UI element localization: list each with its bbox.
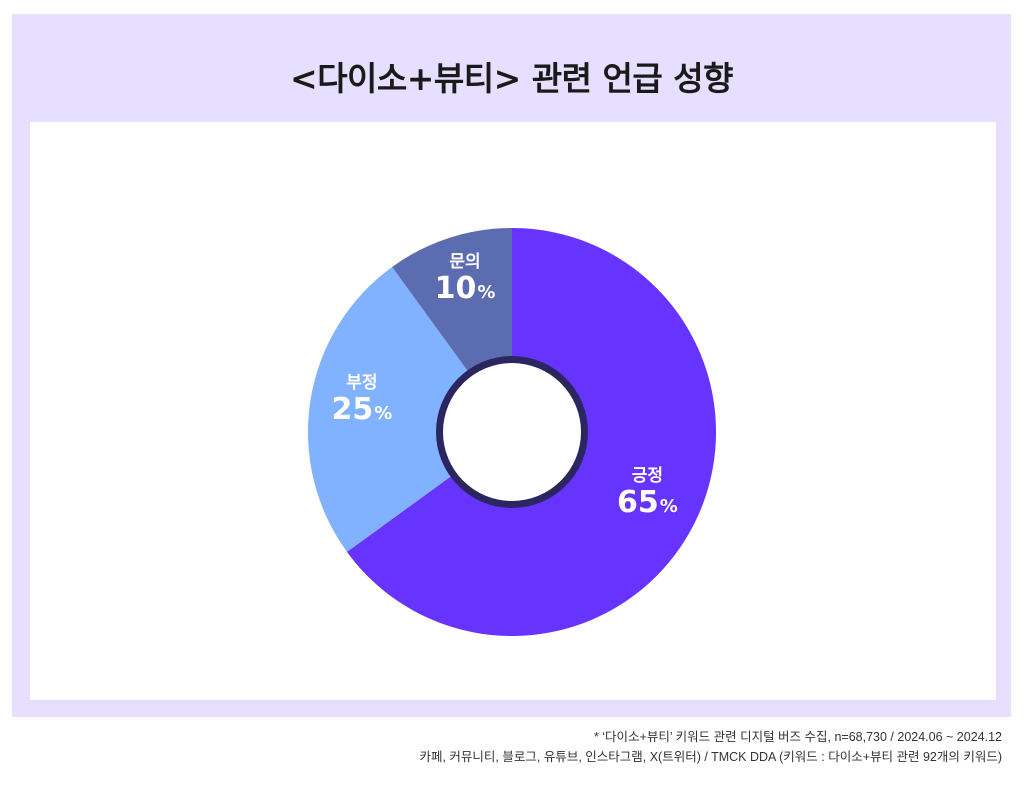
chart-panel: 긍정 65% 부정 25% 문의 10% [30,122,996,700]
chart-title: <다이소+뷰티> 관련 언급 성향 [290,59,733,98]
slice-value-unit-1: % [374,403,393,425]
slice-value-number-0: 65 [617,485,659,520]
donut-chart [307,228,716,636]
slice-1 [307,266,512,552]
slice-value-unit-2: % [477,282,496,304]
slice-value-unit-0: % [659,496,678,517]
chart-frame: <다이소+뷰티> 관련 언급 성향 긍정 65% 부정 25% 문의 10% [12,14,1011,717]
donut-hole [443,363,581,501]
footnote: * ‘다이소+뷰티’ 키워드 관련 디지털 버즈 수집, n=68,730 / … [419,727,1002,767]
slice-label-value-0: 65% [592,485,702,520]
footnote-line-2: 카페, 커뮤니티, 블로그, 유튜브, 인스타그램, X(트위터) / TMCK… [419,750,1002,764]
slice-label-name-0: 긍정 [631,466,664,486]
slice-value-number-1: 25 [331,392,374,428]
slice-label-value-1: 25% [307,392,417,427]
footnote-line-1: * ‘다이소+뷰티’ 키워드 관련 디지털 버즈 수집, n=68,730 / … [593,730,1002,744]
slice-label-name-1: 부정 [346,373,378,394]
slice-label-value-2: 10% [410,271,520,306]
slice-value-number-2: 10 [434,271,477,307]
slice-label-name-2: 문의 [449,252,481,273]
